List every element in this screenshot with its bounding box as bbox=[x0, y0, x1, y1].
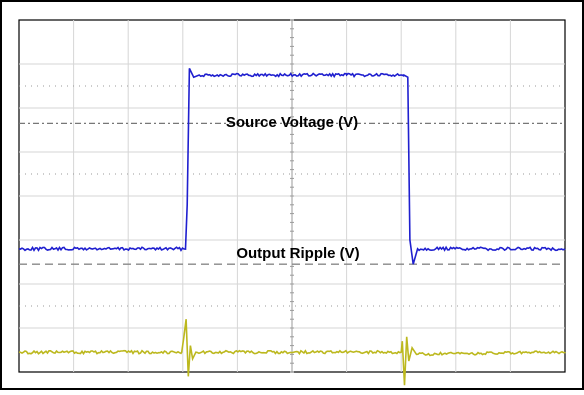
traces bbox=[18, 68, 566, 386]
grid bbox=[18, 19, 566, 373]
source-voltage-trace bbox=[18, 68, 566, 265]
output-ripple-label: Output Ripple (V) bbox=[236, 245, 359, 262]
source-voltage-label: Source Voltage (V) bbox=[226, 114, 358, 131]
reference-lines bbox=[19, 122, 565, 265]
output-ripple-trace bbox=[18, 319, 566, 386]
